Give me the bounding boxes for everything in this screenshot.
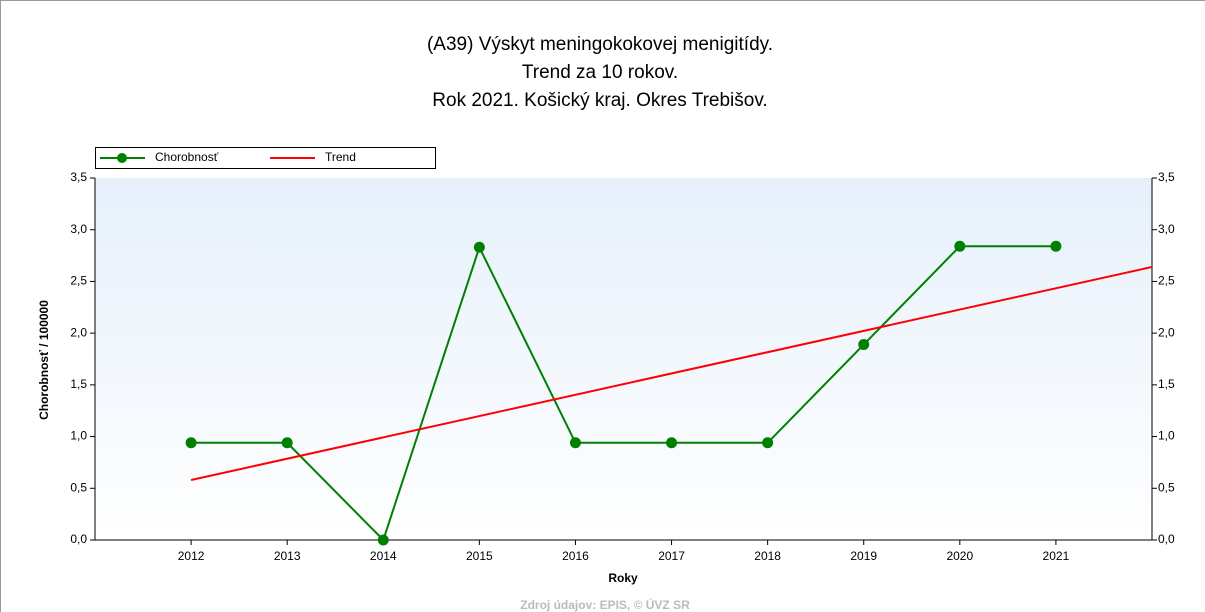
y2-tick-label: 0,5 [1158, 480, 1175, 494]
y-tick-label: 0,0 [70, 532, 87, 546]
y-axis-label: Chorobnosť / 100000 [37, 300, 51, 420]
x-tick-label: 2015 [466, 549, 493, 563]
plot-area [95, 178, 1152, 540]
y-tick-label: 3,0 [70, 222, 87, 236]
legend-label: Trend [325, 150, 356, 164]
point [858, 339, 870, 351]
y2-tick-label: 2,0 [1158, 325, 1175, 339]
point [666, 437, 678, 449]
x-tick-label: 2020 [946, 549, 973, 563]
x-tick-label: 2017 [658, 549, 685, 563]
point [473, 241, 485, 253]
x-tick-label: 2018 [754, 549, 781, 563]
point [377, 534, 389, 546]
y2-tick-label: 0,0 [1158, 532, 1175, 546]
point [281, 437, 293, 449]
y2-tick-label: 3,0 [1158, 222, 1175, 236]
x-tick-label: 2014 [370, 549, 397, 563]
point [954, 240, 966, 252]
x-tick-label: 2021 [1043, 549, 1070, 563]
legend-label: Chorobnosť [155, 150, 219, 164]
x-axis-label: Roky [608, 571, 638, 585]
point [569, 437, 581, 449]
y-tick-label: 2,0 [70, 325, 87, 339]
y2-tick-label: 2,5 [1158, 274, 1175, 288]
chart-title: Trend za 10 rokov. [522, 62, 678, 83]
point [185, 437, 197, 449]
y-tick-label: 0,5 [70, 480, 87, 494]
y-tick-label: 2,5 [70, 274, 87, 288]
chart-title: (A39) Výskyt meningokokovej menigitídy. [427, 34, 773, 55]
y2-tick-label: 3,5 [1158, 170, 1175, 184]
y-tick-label: 1,5 [70, 377, 87, 391]
legend [95, 147, 436, 169]
chart-title: Rok 2021. Košický kraj. Okres Trebišov. [432, 90, 767, 111]
point [1050, 240, 1062, 252]
x-tick-label: 2019 [850, 549, 877, 563]
y-tick-label: 3,5 [70, 170, 87, 184]
x-tick-label: 2016 [562, 549, 589, 563]
source: Zdroj údajov: EPIS, © ÚVZ SR [520, 597, 690, 612]
series-line [191, 244, 1056, 542]
x-tick-label: 2012 [178, 549, 205, 563]
legend-marker [117, 153, 127, 163]
y2-tick-label: 1,0 [1158, 429, 1175, 443]
x-tick-label: 2013 [274, 549, 301, 563]
series-line [190, 265, 1153, 481]
y-tick-label: 1,0 [70, 429, 87, 443]
y2-tick-label: 1,5 [1158, 377, 1175, 391]
point [762, 437, 774, 449]
